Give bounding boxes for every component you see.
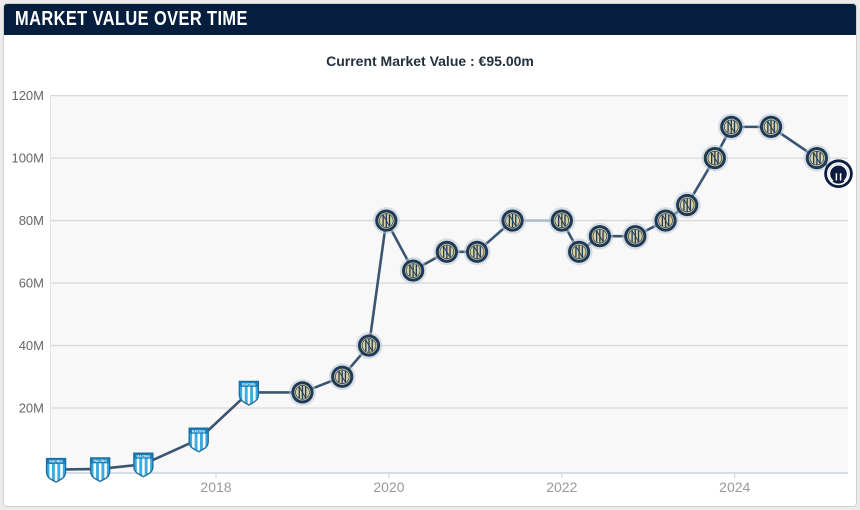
inter-crest-data-point[interactable] xyxy=(463,238,491,266)
inter-crest-data-point[interactable] xyxy=(565,238,593,266)
inter-crest-data-point[interactable] xyxy=(433,238,461,266)
inter-crest-data-point[interactable] xyxy=(757,113,785,141)
inter-crest-data-point[interactable] xyxy=(621,222,650,250)
page-title: MARKET VALUE OVER TIME xyxy=(15,8,248,30)
inter-crest-data-point[interactable] xyxy=(399,256,427,285)
y-axis-label: 60M xyxy=(19,276,44,291)
y-axis-label: 100M xyxy=(11,151,44,166)
x-axis-label: 2022 xyxy=(546,479,577,495)
inter-crest-data-point[interactable] xyxy=(355,331,383,360)
value-line-segment xyxy=(367,219,388,347)
current-club-badge-marker[interactable] xyxy=(823,158,854,189)
inter-crest-data-point[interactable] xyxy=(651,206,680,235)
racing-crest-data-point[interactable] xyxy=(91,458,110,482)
inter-crest-data-point[interactable] xyxy=(701,144,729,172)
plot-area xyxy=(50,95,848,473)
inter-crest-data-point[interactable] xyxy=(717,113,745,141)
inter-crest-data-point[interactable] xyxy=(288,378,317,407)
x-axis-label: 2020 xyxy=(373,479,404,495)
inter-crest-data-point[interactable] xyxy=(498,206,527,235)
y-axis-label: 20M xyxy=(19,401,44,416)
inter-crest-data-point[interactable] xyxy=(548,206,576,235)
inter-crest-data-point[interactable] xyxy=(673,191,701,219)
inter-crest-data-point[interactable] xyxy=(803,144,831,172)
y-axis-label: 80M xyxy=(19,213,44,228)
header-bar: MARKET VALUE OVER TIME xyxy=(4,4,856,35)
racing-crest-data-point[interactable] xyxy=(47,459,66,483)
current-market-value-label: Current Market Value : €95.00m xyxy=(326,53,534,69)
y-axis-label: 120M xyxy=(11,88,44,103)
y-axis-label: 40M xyxy=(19,338,44,353)
inter-crest-data-point[interactable] xyxy=(586,222,614,250)
inter-crest-data-point[interactable] xyxy=(372,206,401,235)
x-axis-label: 2018 xyxy=(200,479,231,495)
x-axis-label: 2024 xyxy=(719,479,750,495)
inter-crest-data-point[interactable] xyxy=(328,363,356,391)
